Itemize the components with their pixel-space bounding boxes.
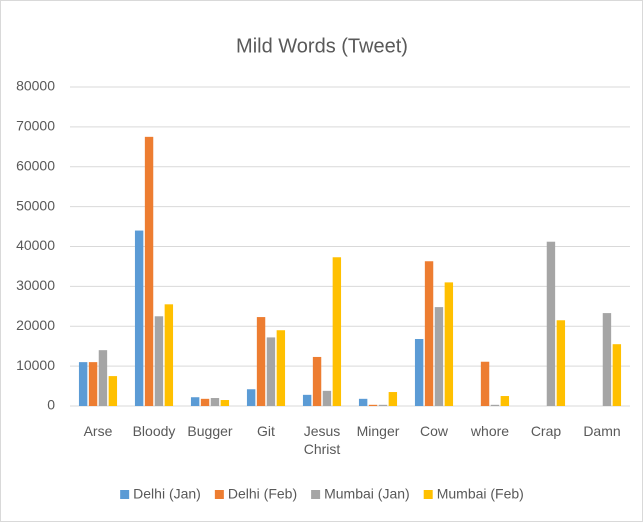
legend-swatch: [311, 490, 321, 499]
bar: [612, 344, 622, 406]
bar: [256, 317, 266, 406]
x-tick-label: Arse: [83, 423, 113, 439]
y-tick-label: 60000: [16, 157, 55, 173]
x-tick-label: whore: [470, 423, 510, 439]
chart-title: Mild Words (Tweet): [236, 35, 408, 57]
bar: [378, 404, 388, 406]
bar: [602, 313, 612, 406]
x-tick-label: Minger: [356, 423, 400, 439]
bar: [134, 230, 144, 406]
bar: [322, 390, 332, 406]
bar: [266, 337, 276, 406]
y-tick-label: 80000: [16, 78, 55, 94]
x-tick-label: Cow: [419, 423, 448, 439]
bar: [424, 261, 434, 406]
legend-label: Delhi (Feb): [228, 486, 297, 502]
bar: [312, 356, 322, 406]
bar: [358, 398, 368, 406]
bar: [546, 241, 556, 406]
bar: [210, 398, 220, 406]
bar: [164, 304, 174, 406]
bar: [190, 397, 200, 406]
legend-label: Delhi (Jan): [133, 486, 201, 502]
bar: [490, 404, 500, 406]
y-tick-label: 20000: [16, 317, 55, 333]
bar: [200, 398, 210, 406]
bar: [500, 396, 510, 406]
legend-label: Mumbai (Jan): [324, 486, 410, 502]
bar: [444, 282, 454, 406]
y-tick-label: 40000: [16, 237, 55, 253]
x-tick-label: Bugger: [187, 423, 233, 439]
bar: [480, 361, 490, 406]
bar: [434, 307, 444, 406]
bar: [246, 389, 256, 406]
bar: [88, 362, 98, 406]
bar: [154, 316, 164, 406]
x-tick-label: Jesus Christ: [303, 423, 341, 457]
x-tick-label: Bloody: [132, 423, 176, 439]
bar: [220, 400, 230, 406]
x-tick-label: Damn: [583, 423, 621, 439]
y-tick-label: 50000: [16, 197, 55, 213]
y-tick-label: 0: [47, 397, 55, 413]
bar: [302, 394, 312, 406]
bar: [144, 136, 154, 406]
bar: [332, 257, 342, 406]
bar: [414, 339, 424, 406]
bar: [78, 362, 88, 406]
y-tick-label: 30000: [16, 277, 55, 293]
bar: [276, 330, 286, 406]
x-tick-label: Git: [257, 423, 275, 439]
bar: [98, 350, 108, 406]
bar: [108, 376, 118, 406]
legend-swatch: [214, 490, 224, 499]
y-tick-label: 70000: [16, 118, 55, 134]
bar: [368, 404, 378, 406]
legend-swatch: [120, 490, 130, 499]
bar: [388, 392, 398, 406]
legend-swatch: [423, 490, 433, 499]
bar: [556, 320, 566, 406]
legend-label: Mumbai (Feb): [437, 486, 524, 502]
x-tick-label: Crap: [530, 423, 562, 439]
y-tick-label: 10000: [16, 357, 55, 373]
